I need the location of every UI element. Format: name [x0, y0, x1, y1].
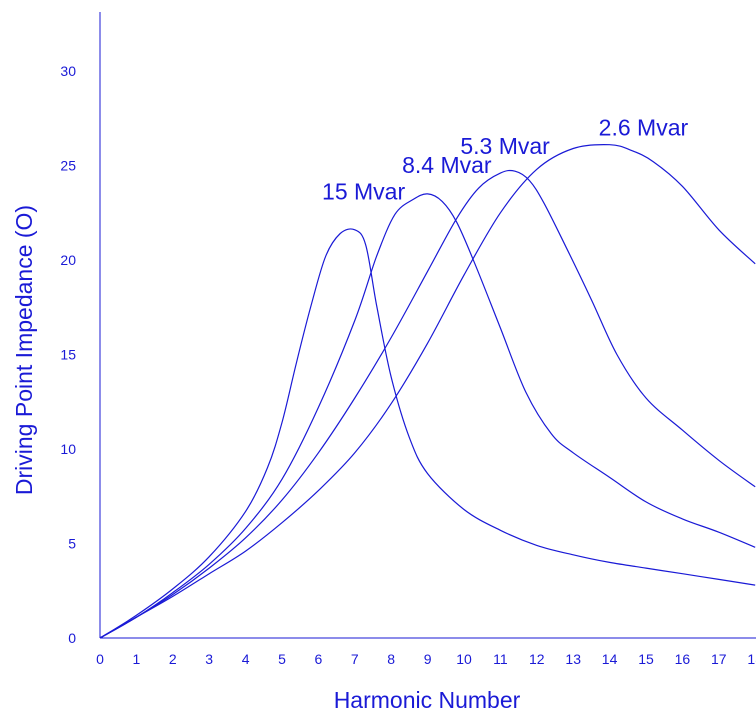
series-label-3: 5.3 Mvar — [460, 133, 550, 159]
x-tick-label: 15 — [638, 651, 654, 667]
y-tick-label: 30 — [60, 63, 76, 79]
y-tick-labels: 0 5 10 15 20 25 30 — [60, 63, 76, 646]
series-lines — [100, 143, 756, 639]
x-tick-label: 12 — [529, 651, 545, 667]
x-tick-label: 9 — [424, 651, 432, 667]
x-tick-label: 1 — [133, 651, 141, 667]
x-tick-label: 13 — [565, 651, 581, 667]
x-tick-label: 7 — [351, 651, 359, 667]
y-tick-label: 25 — [60, 158, 76, 174]
x-tick-label: 3 — [205, 651, 213, 667]
x-tick-label: 10 — [456, 651, 472, 667]
series-label-1: 15 Mvar — [322, 179, 405, 205]
series-label-4: 2.6 Mvar — [599, 114, 689, 140]
y-tick-label: 15 — [60, 347, 76, 363]
x-tick-label: 2 — [169, 651, 177, 667]
x-tick-label: 0 — [96, 651, 104, 667]
x-tick-label: 8 — [387, 651, 395, 667]
x-axis-title: Harmonic Number — [334, 687, 521, 713]
x-tick-label: 16 — [675, 651, 691, 667]
series-line-1 — [100, 228, 756, 639]
x-tick-label: 4 — [242, 651, 250, 667]
y-tick-label: 0 — [68, 630, 76, 646]
y-axis-title: Driving Point Impedance (O) — [11, 205, 37, 495]
y-tick-label: 5 — [68, 536, 76, 552]
axes — [99, 12, 756, 639]
x-tick-labels: 0123456789101112131415161718 — [96, 651, 756, 667]
x-tick-label: 5 — [278, 651, 286, 667]
series-label-2: 8.4 Mvar — [402, 152, 492, 178]
x-tick-label: 18 — [747, 651, 756, 667]
series-line-4 — [100, 143, 756, 639]
x-tick-label: 17 — [711, 651, 727, 667]
x-tick-label: 6 — [315, 651, 323, 667]
series-line-2 — [100, 193, 756, 639]
series-line-3 — [100, 169, 756, 639]
x-tick-label: 11 — [493, 651, 508, 667]
y-tick-label: 10 — [60, 441, 76, 457]
y-tick-label: 20 — [60, 252, 76, 268]
x-tick-label: 14 — [602, 651, 618, 667]
